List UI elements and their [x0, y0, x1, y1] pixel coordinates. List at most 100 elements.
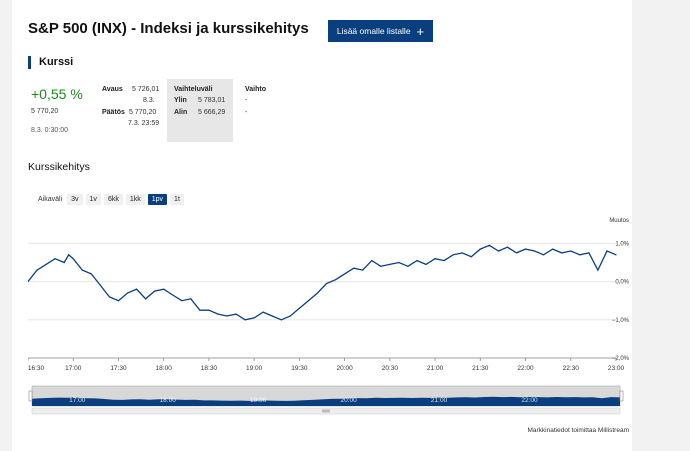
range-label: Aikaväli: [38, 196, 63, 203]
range-button-1t[interactable]: 1t: [170, 194, 184, 205]
data-point: [398, 261, 400, 264]
data-point: [325, 282, 328, 285]
data-point: [172, 294, 174, 296]
paatos-value: 5 770,20: [129, 109, 157, 116]
data-point: [533, 250, 536, 252]
data-point: [145, 298, 147, 300]
data-point: [497, 250, 499, 252]
navigator-tick-label: 17:00: [69, 397, 86, 404]
data-point: [271, 315, 273, 317]
navigator-tick-label: 21:00: [431, 397, 448, 404]
data-point: [425, 263, 427, 265]
data-point: [235, 313, 237, 315]
data-point: [117, 300, 120, 302]
avaus-date: 8.3.: [143, 97, 155, 104]
data-point: [217, 313, 219, 315]
x-tick-label: 18:30: [201, 365, 218, 372]
data-point: [298, 307, 300, 309]
data-point: [371, 259, 373, 262]
data-point: [344, 273, 346, 275]
data-point: [524, 248, 527, 250]
x-tick-label: 22:30: [563, 365, 580, 372]
add-to-list-button[interactable]: Lisää omalle listalle +: [328, 20, 433, 42]
data-point: [208, 309, 210, 311]
chart-title: Kurssikehitys: [28, 161, 90, 173]
y-axis-title: Muutos: [609, 218, 629, 224]
data-point: [262, 311, 264, 313]
data-point: [307, 300, 310, 302]
data-point: [72, 258, 74, 260]
data-point: [244, 319, 246, 321]
data-point: [470, 256, 472, 258]
range-button-1kk[interactable]: 1kk: [125, 194, 145, 205]
vaihto-value-2: -: [245, 109, 248, 116]
data-point: [515, 252, 518, 254]
data-point: [615, 254, 617, 256]
range-button-1pv[interactable]: 1pv: [147, 194, 168, 205]
navigator[interactable]: 17:00 18:00 19:00 20:00 21:00 22:00: [28, 385, 624, 415]
paatos-date: 7.3. 23:59: [128, 120, 160, 127]
alin-label: Alin: [174, 109, 188, 116]
data-point: [90, 273, 92, 275]
data-point: [108, 296, 111, 298]
data-point: [181, 300, 183, 302]
data-point: [552, 248, 554, 250]
data-point: [45, 263, 47, 265]
data-point: [461, 252, 463, 254]
x-tick-label: 21:30: [472, 365, 489, 372]
data-point: [226, 315, 228, 317]
navigator-area: [32, 396, 620, 406]
data-point: [68, 254, 70, 256]
range-header: Vaihteluväli: [174, 86, 213, 93]
page-title: S&P 500 (INX) - Indeksi ja kurssikehitys: [28, 20, 309, 37]
x-tick-label: 21:00: [427, 365, 444, 372]
avaus-value: 5 726,01: [132, 86, 160, 93]
navigator-right-handle[interactable]: [619, 390, 624, 402]
data-point: [63, 261, 65, 264]
data-point: [334, 279, 337, 281]
x-tick-label: 16:30: [28, 365, 45, 372]
data-point: [54, 258, 56, 260]
add-to-list-label: Lisää omalle listalle: [336, 26, 411, 36]
x-tick-label: 19:30: [291, 365, 308, 372]
data-point: [597, 269, 599, 271]
y-tick-label: 1,0%: [615, 241, 629, 247]
navigator-left-handle[interactable]: [28, 390, 33, 402]
navigator-tick-label: 20:00: [340, 397, 357, 404]
data-point: [452, 254, 454, 256]
navigator-tick-label: 18:00: [160, 397, 177, 404]
data-point: [99, 284, 101, 287]
data-source-footer: Markkinatiedot toimittaa Millistream: [527, 427, 629, 434]
price-chart[interactable]: 1,0% 0,0% −1,0% −2,0% Muutos 16:30 17:00 17:3…: [28, 210, 632, 418]
data-point: [606, 250, 608, 252]
data-point: [126, 292, 129, 294]
data-point: [316, 292, 319, 294]
vaihto-header: Vaihto: [245, 86, 267, 93]
data-point: [434, 258, 436, 260]
range-box: [167, 79, 233, 142]
data-point: [280, 319, 282, 321]
data-point: [36, 269, 38, 271]
x-tick-label: 17:00: [65, 365, 82, 372]
data-point: [443, 259, 445, 262]
alin-value: 5 666,29: [198, 109, 226, 116]
price-time: 8.3. 0:30:00: [31, 127, 68, 134]
data-point: [199, 309, 201, 311]
navigator-grip[interactable]: [322, 409, 330, 413]
y-tick-label: −2,0%: [612, 356, 630, 362]
section-title-kurssi: Kurssi: [39, 56, 74, 68]
vaihto-value-1: -: [245, 97, 248, 104]
last-price: 5 770,20: [31, 108, 59, 115]
ylin-label: Ylin: [174, 97, 187, 104]
x-tick-label: 20:00: [336, 365, 353, 372]
data-point: [479, 248, 481, 250]
data-point: [570, 250, 572, 252]
data-point: [407, 265, 409, 267]
change-percent: +0,55 %: [31, 86, 83, 102]
range-button-3v[interactable]: 3v: [67, 194, 83, 205]
range-button-1v[interactable]: 1v: [85, 194, 101, 205]
range-button-6kk[interactable]: 6kk: [103, 194, 123, 205]
x-tick-label: 18:00: [156, 365, 173, 372]
y-tick-label: 0,0%: [615, 280, 629, 286]
plus-icon: +: [416, 23, 425, 39]
